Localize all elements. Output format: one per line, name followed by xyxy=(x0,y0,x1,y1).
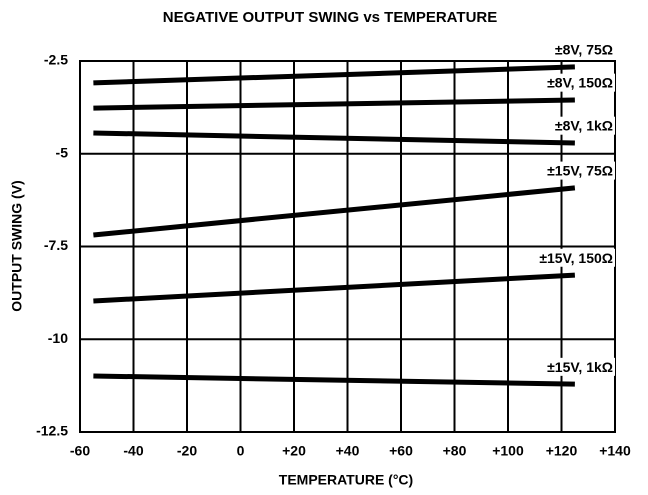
x-tick-label: +140 xyxy=(599,443,631,459)
x-tick-label: -40 xyxy=(123,443,143,459)
x-tick-label: +60 xyxy=(389,443,413,459)
series-label: ±8V, 1kΩ xyxy=(555,118,613,134)
series-line xyxy=(93,97,575,111)
y-tick-label: -12.5 xyxy=(36,423,68,439)
x-tick-label: +120 xyxy=(546,443,578,459)
series-label: ±8V, 150Ω xyxy=(547,75,613,91)
series-line xyxy=(93,373,575,387)
chart-title: NEGATIVE OUTPUT SWING vs TEMPERATURE xyxy=(163,9,497,26)
label-background xyxy=(536,248,615,267)
x-axis-label: TEMPERATURE (°C) xyxy=(279,472,413,488)
x-tick-label: 0 xyxy=(237,443,245,459)
y-axis-label: OUTPUT SWING (V) xyxy=(9,180,25,311)
label-background xyxy=(544,161,615,180)
series-label: ±8V, 75Ω xyxy=(555,42,613,58)
y-tick-label: -7.5 xyxy=(44,237,68,253)
series-label: ±15V, 150Ω xyxy=(539,250,613,266)
y-tick-label: -10 xyxy=(48,330,68,346)
x-tick-label: +40 xyxy=(336,443,360,459)
series-label: ±15V, 1kΩ xyxy=(547,359,613,375)
series-label: ±15V, 75Ω xyxy=(547,163,613,179)
series-line xyxy=(93,185,576,238)
series-line xyxy=(93,130,575,146)
plot-border xyxy=(79,60,616,433)
y-tick-label: -5 xyxy=(56,144,69,160)
label-background xyxy=(551,116,615,135)
label-background xyxy=(551,40,615,59)
x-tick-label: +80 xyxy=(443,443,467,459)
y-tick-label: -2.5 xyxy=(44,52,68,68)
x-tick-label: +20 xyxy=(282,443,306,459)
label-background xyxy=(544,357,615,376)
x-tick-label: -60 xyxy=(70,443,90,459)
series-line xyxy=(93,272,576,304)
series-line xyxy=(93,64,575,86)
x-tick-label: +100 xyxy=(492,443,524,459)
label-background xyxy=(544,73,615,92)
x-tick-label: -20 xyxy=(177,443,197,459)
